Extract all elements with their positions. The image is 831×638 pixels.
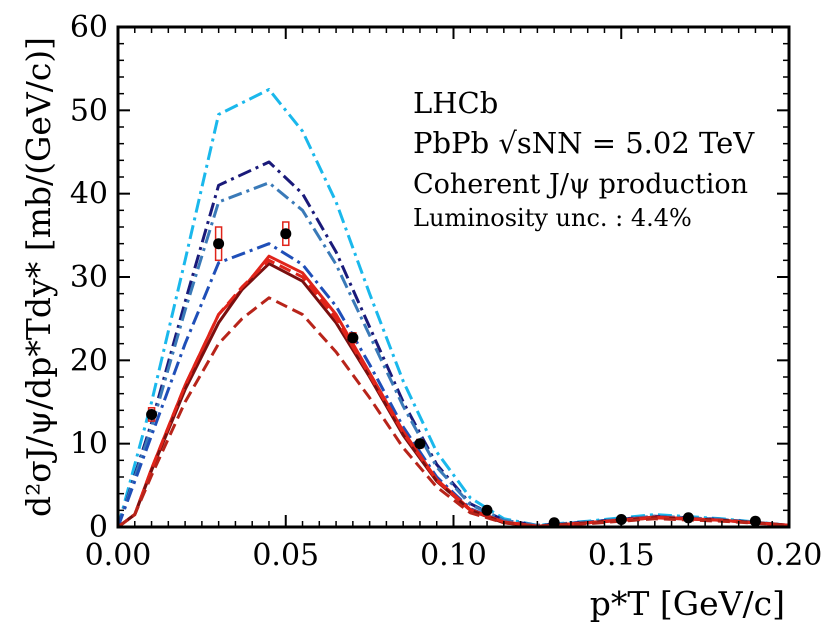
y-tick-label: 50: [70, 93, 108, 128]
lumi-label: Luminosity unc. : 4.4%: [413, 204, 692, 232]
y-tick-label: 30: [70, 260, 108, 295]
data-point: [280, 228, 292, 240]
x-tick-label: 0.10: [420, 538, 487, 573]
y-axis-title: d²σJ/ψ/dp*Tdy* [mb/(GeV/c)]: [19, 37, 58, 517]
process-label: Coherent J/ψ production: [413, 169, 748, 200]
axis-ticks: 0.00 0.05 0.10 0.15 0.20 0 10 20 30 40 50 60: [70, 10, 823, 573]
x-tick-label: 0.15: [588, 538, 655, 573]
model-curve-6: [117, 262, 790, 529]
x-tick-label: 0.05: [252, 538, 319, 573]
data-point: [213, 238, 225, 250]
data-point: [481, 504, 493, 516]
data-point: [682, 512, 694, 524]
model-curve-7: [117, 258, 790, 529]
data-point: [414, 438, 426, 450]
y-tick-label: 60: [70, 10, 108, 45]
model-curve-8: [117, 296, 790, 529]
data-point: [347, 332, 359, 344]
system-label: PbPb √sNN = 5.02 TeV: [413, 126, 755, 160]
experiment-label: LHCb: [413, 86, 498, 120]
x-axis-title: p*T [GeV/c]: [590, 584, 785, 623]
x-tick-label: 0.20: [756, 538, 823, 573]
y-tick-label: 40: [70, 177, 108, 212]
plot-frame: [116, 25, 791, 529]
y-tick-label: 10: [70, 427, 108, 462]
x-tick-label: 0.00: [85, 538, 152, 573]
y-tick-label: 0: [89, 510, 108, 545]
data-point: [146, 409, 158, 420]
y-tick-label: 20: [70, 343, 108, 378]
